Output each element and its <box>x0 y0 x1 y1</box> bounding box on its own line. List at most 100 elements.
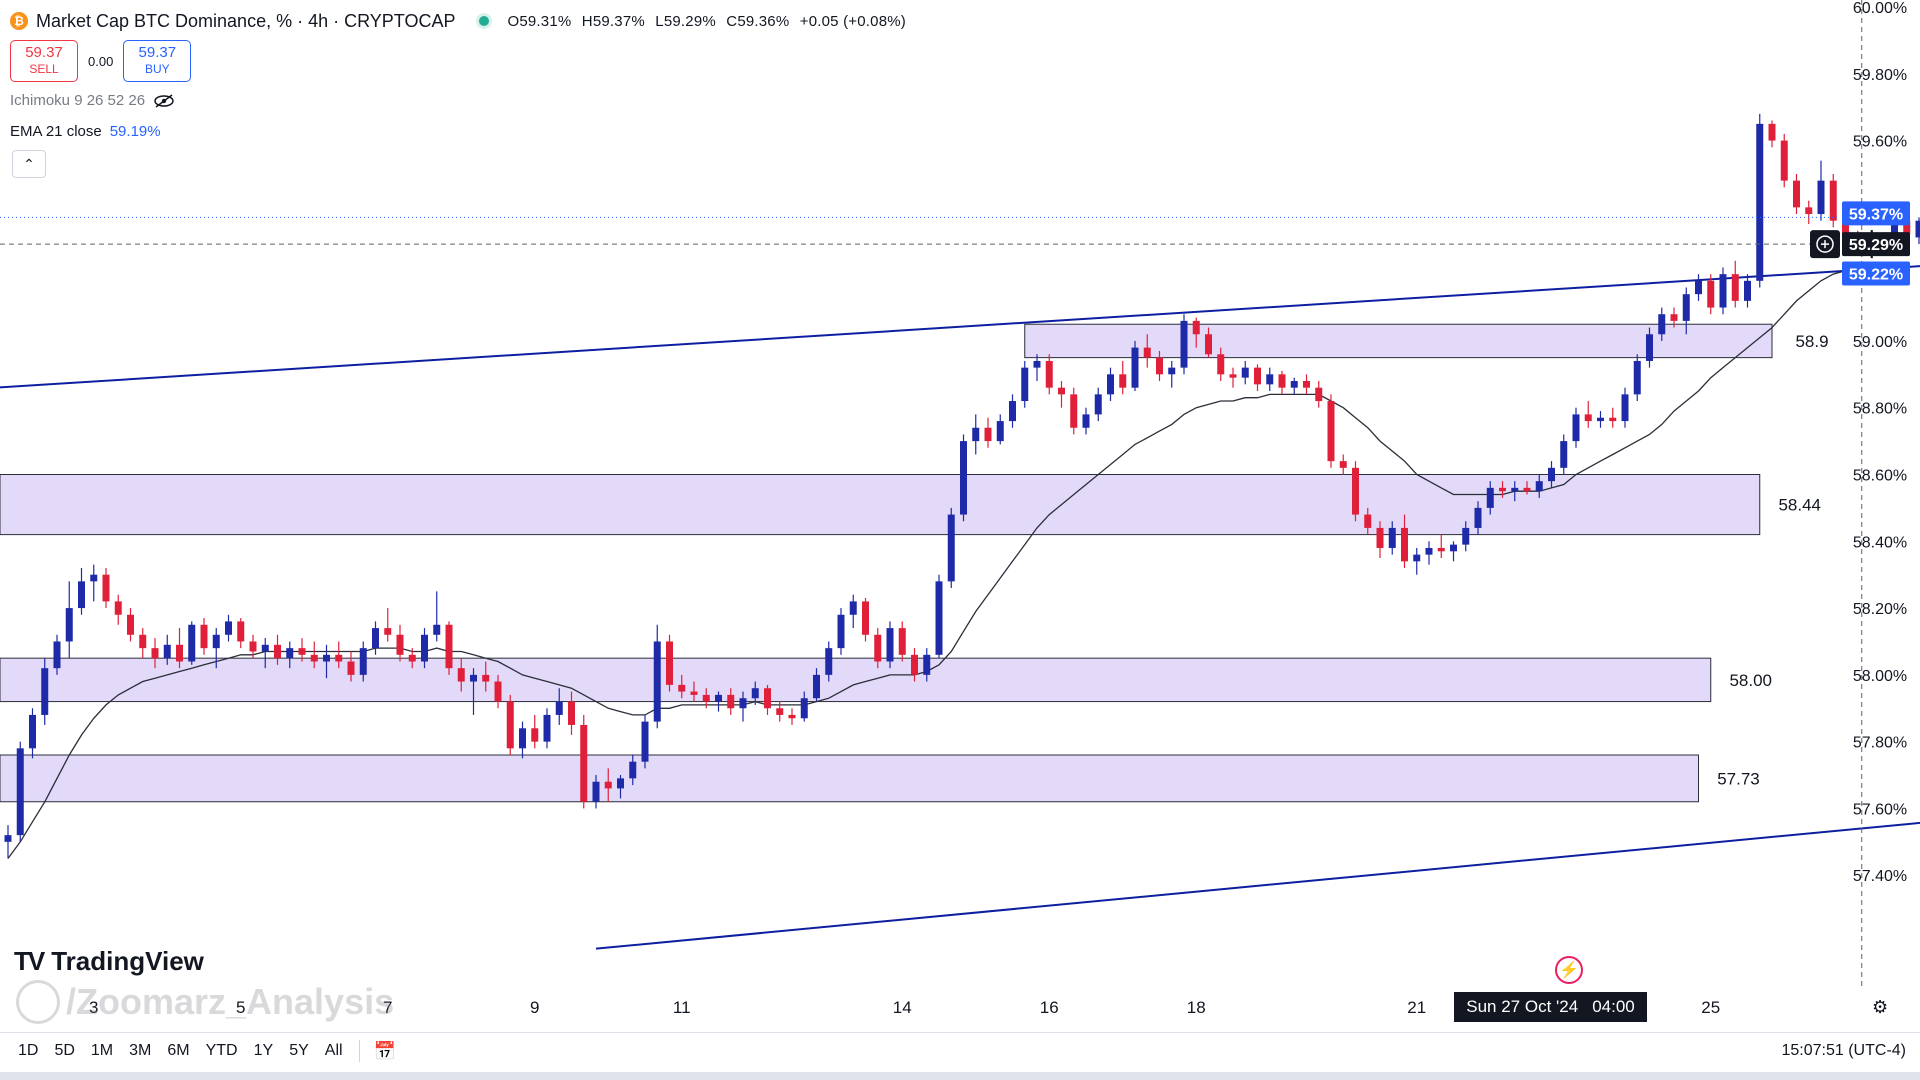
timeframe-5y[interactable]: 5Y <box>289 1042 309 1059</box>
candle-body <box>494 681 502 702</box>
candle-body <box>212 634 220 649</box>
tradingview-logo-icon: TV <box>14 946 45 976</box>
price-badge-box <box>1842 261 1910 286</box>
candle-body <box>1425 547 1433 555</box>
candle-body <box>1229 374 1237 378</box>
candle-body <box>1609 417 1617 422</box>
candle <box>1241 360 1249 385</box>
collapse-indicators-button[interactable]: ⌃ <box>12 150 46 178</box>
candle <box>678 674 686 699</box>
plus-circle-icon <box>1816 235 1834 253</box>
candle <box>592 775 600 809</box>
candle-body <box>1131 347 1139 388</box>
candle <box>176 628 183 669</box>
candle-body <box>1290 381 1298 388</box>
candle-body <box>372 628 379 649</box>
timeframe-1d[interactable]: 1D <box>18 1042 39 1059</box>
y-tick-label: 59.60% <box>1853 134 1907 151</box>
candle-body <box>1731 274 1739 301</box>
candle-body <box>617 778 624 789</box>
candle <box>788 708 796 725</box>
y-tick-label: 59.00% <box>1853 334 1907 351</box>
x-tick-label: 11 <box>673 998 691 1017</box>
candle-body <box>1168 367 1176 375</box>
buy-button[interactable]: 59.37 BUY <box>123 40 192 82</box>
candle-body <box>188 624 196 662</box>
candle-body <box>1523 487 1531 492</box>
candle <box>1180 314 1188 375</box>
candle-body <box>972 427 980 442</box>
timeframe-5d[interactable]: 5D <box>54 1042 75 1059</box>
candle-body <box>1119 374 1127 388</box>
hidden-eye-icon[interactable] <box>153 93 175 108</box>
candle-body <box>788 714 796 719</box>
candle <box>604 768 612 802</box>
candle <box>1486 481 1494 515</box>
candle <box>1229 367 1237 388</box>
ohlc-readout: O59.31% H59.37% L59.29% C59.36% +0.05 (+… <box>507 13 912 30</box>
indicator-ema[interactable]: EMA 21 close 59.19% <box>10 123 161 140</box>
candle-body <box>347 661 355 675</box>
candle-body <box>531 728 539 742</box>
candle <box>996 414 1004 445</box>
candle-body <box>1192 320 1200 335</box>
candle <box>1511 481 1519 502</box>
candle <box>898 621 906 662</box>
candle <box>960 434 967 522</box>
timeframe-6m[interactable]: 6M <box>167 1042 190 1059</box>
calendar-range-icon[interactable]: 📅 <box>373 1040 396 1061</box>
candle <box>470 668 477 715</box>
candle-body <box>445 624 453 669</box>
timeframe-all[interactable]: All <box>324 1042 343 1059</box>
candle <box>1915 217 1920 245</box>
candle-body <box>715 694 722 702</box>
lightning-icon[interactable]: ⚡ <box>1555 956 1583 984</box>
candle-body <box>653 641 661 722</box>
candle-body <box>1499 487 1506 492</box>
candle-body <box>1033 360 1041 368</box>
candle-body <box>984 427 992 442</box>
ohlc-change: +0.05 (+0.08%) <box>799 12 906 30</box>
ohlc-open: O59.31% <box>507 12 572 30</box>
candle <box>947 507 955 589</box>
candle <box>237 618 245 649</box>
x-tick-label: 16 <box>1040 998 1059 1017</box>
gear-icon[interactable]: ⚙ <box>1872 997 1889 1017</box>
candle <box>702 688 710 709</box>
candle <box>1768 120 1776 148</box>
candle-body <box>1768 123 1776 141</box>
ohlc-low: L59.29% <box>655 12 716 30</box>
candle <box>886 621 894 669</box>
symbol-title[interactable]: Market Cap BTC Dominance, % · 4h · CRYPT… <box>36 10 456 31</box>
candle-body <box>1903 220 1911 235</box>
price-badge: 59.22% <box>1842 261 1910 286</box>
y-tick-label: 58.60% <box>1853 468 1907 485</box>
y-tick-label: 60.00% <box>1853 0 1907 17</box>
candle-body <box>298 648 306 655</box>
candle <box>1156 350 1163 381</box>
timeframe-ytd[interactable]: YTD <box>205 1042 238 1059</box>
ema-line <box>7 266 1858 859</box>
candle-body <box>1070 394 1078 428</box>
candle <box>1364 507 1372 535</box>
candle-body <box>335 654 343 662</box>
clock-timezone[interactable]: 15:07:51 (UTC-4) <box>1781 1042 1907 1059</box>
indicator-ichimoku[interactable]: Ichimoku 9 26 52 26 <box>10 92 175 109</box>
plus-icon <box>1821 240 1829 249</box>
candle-body <box>1719 274 1727 308</box>
candle-body <box>1597 417 1604 422</box>
timeframe-1m[interactable]: 1M <box>90 1042 114 1059</box>
bottom-scrollbar[interactable] <box>0 1072 1920 1080</box>
candle-body <box>1217 354 1225 375</box>
candle-body <box>1682 294 1690 321</box>
timeframe-3m[interactable]: 3M <box>129 1042 152 1059</box>
candle-body <box>764 688 771 709</box>
candle <box>984 417 992 448</box>
price-badge-label: 59.22% <box>1849 266 1903 283</box>
sell-button[interactable]: 59.37 SELL <box>10 40 78 82</box>
timeframe-1y[interactable]: 1Y <box>253 1042 274 1059</box>
candle-body <box>886 628 894 662</box>
candle <box>1107 367 1114 402</box>
candle-body <box>1756 123 1764 281</box>
